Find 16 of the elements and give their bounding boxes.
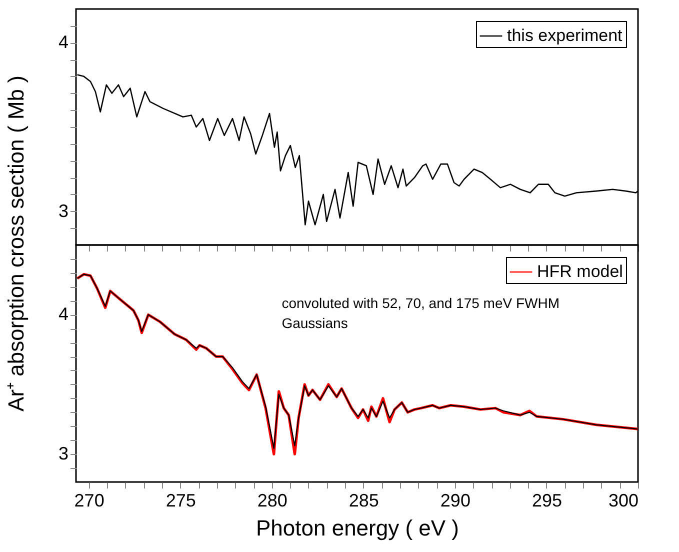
x-tick-label: 300 [608, 490, 638, 510]
x-tick-label: 290 [440, 490, 470, 510]
y-tick-label: 3 [58, 444, 68, 464]
x-tick-label: 280 [257, 490, 288, 510]
y-tick-label: 3 [58, 200, 68, 221]
legend-label: this experiment [507, 26, 623, 45]
x-axis-title: Photon energy ( eV ) [256, 516, 460, 540]
y-axis-title: Ar⁺ absorption cross section ( Mb ) [4, 76, 28, 412]
annotation: convoluted with 52, 70, and 175 meV FWHM Gaussians [282, 295, 560, 332]
x-tick-label: 285 [348, 490, 379, 510]
x-tick-label: 295 [532, 490, 562, 510]
x-tick-label: 275 [166, 490, 196, 510]
y-tick-label: 4 [58, 32, 68, 52]
x-tick-label: 270 [74, 490, 104, 510]
legend-label: HFR model [537, 262, 623, 281]
y-tick-label: 4 [58, 304, 68, 324]
